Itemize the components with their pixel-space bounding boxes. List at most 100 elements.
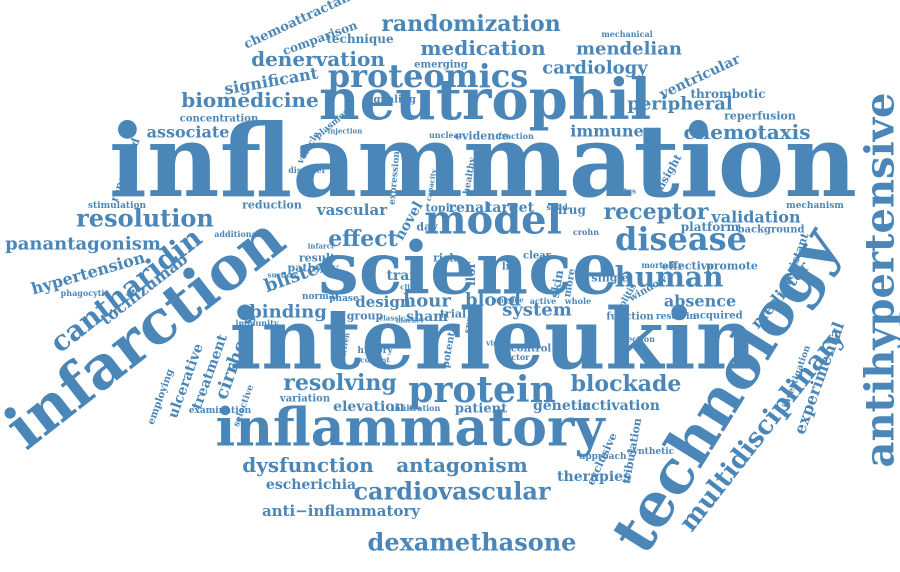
word-neutrophil: neutrophil: [319, 67, 651, 133]
word-antagonism: antagonism: [396, 453, 528, 477]
word-suction: suction: [268, 271, 297, 280]
word-additional: additional: [214, 229, 260, 239]
word-status: status: [612, 187, 636, 196]
word-approach: approach: [579, 452, 626, 462]
word-anti-inflammatory: anti−inflammatory: [262, 502, 421, 520]
word-expression: expression: [388, 150, 403, 205]
word-whole: whole: [564, 296, 591, 306]
word-inflammation: inflammation: [109, 102, 857, 220]
word-day: day: [416, 221, 438, 234]
word-antihypertensive: antihypertensive: [857, 93, 900, 468]
word-marker: marker: [396, 316, 425, 325]
word-immunity: immunity: [236, 318, 279, 328]
word-risk: risk: [433, 252, 457, 265]
word-blood: blood: [465, 290, 521, 311]
word-background: background: [738, 225, 805, 236]
word-clinic: clinic: [400, 283, 422, 292]
word-resolvin: resolvin: [656, 312, 697, 322]
word-peripheral: peripheral: [627, 94, 733, 115]
word-absence: absence: [664, 292, 736, 311]
word-binding: binding: [249, 302, 327, 323]
word-escherichia: escherichia: [266, 477, 356, 493]
word-model: model: [424, 197, 562, 244]
word-acquired: acquired: [693, 311, 742, 322]
word-infarct: infarct: [308, 242, 335, 251]
word-infiltration: infiltration: [392, 403, 441, 413]
word-concentration: concentration: [180, 114, 259, 125]
word-life: life: [502, 262, 520, 273]
word-receptor: receptor: [604, 199, 709, 225]
word-elevation: elevation: [333, 399, 405, 415]
word-sham: sham: [406, 309, 448, 325]
word-stimulation: stimulation: [88, 201, 147, 211]
word-factor: factor: [503, 352, 531, 362]
word-renal: renal: [449, 200, 490, 216]
word-variation: variation: [279, 394, 331, 405]
word-solid: solid: [546, 202, 568, 212]
word-control: control: [511, 344, 552, 355]
word-denervation: denervation: [251, 47, 385, 71]
word-group: group: [347, 310, 384, 323]
word-synthetic: synthetic: [628, 447, 675, 457]
word-ejection: ejection: [619, 334, 655, 344]
word-cardiology: cardiology: [542, 58, 648, 79]
word-history: history: [357, 346, 393, 356]
word-mortality: mortality: [641, 260, 683, 270]
word-dexamethasone: dexamethasone: [368, 528, 577, 557]
word-il6r: il6r: [464, 261, 478, 285]
word-disease: disease: [615, 220, 747, 258]
word-cardiovascular: cardiovascular: [353, 477, 550, 506]
word-fraction: fraction: [498, 131, 534, 141]
word-biomedicine: biomedicine: [181, 88, 318, 112]
word-target: target: [486, 200, 535, 216]
word-current: current: [360, 356, 390, 365]
word-resolution: resolution: [76, 204, 214, 233]
word-design: design: [355, 293, 411, 311]
word-system: system: [502, 300, 572, 321]
word-skin: skin: [548, 269, 567, 300]
word-mendelian: mendelian: [576, 39, 682, 60]
word-vascular: vascular: [316, 201, 388, 219]
word-human: human: [615, 261, 724, 294]
word-promote: promote: [706, 260, 758, 273]
word-phagocytic: phagocytic: [61, 288, 110, 298]
word-emerging: emerging: [414, 60, 468, 71]
word-normal: normal: [302, 292, 339, 302]
word-thrombotic: thrombotic: [690, 87, 765, 101]
word-associate: associate: [147, 123, 230, 142]
word-topic: topic: [426, 202, 457, 215]
word-hour: hour: [403, 291, 451, 312]
word-drug: drug: [554, 203, 586, 217]
word-patient: patient: [455, 402, 507, 417]
word-trial: trial: [440, 308, 466, 321]
word-spray: spray: [463, 305, 478, 334]
word-panantagonism: panantagonism: [5, 234, 161, 255]
word-virus: virus: [485, 339, 506, 348]
word-signaling: signaling: [364, 95, 416, 106]
word-disorder: disorder: [288, 165, 326, 175]
word-dysfunction: dysfunction: [242, 453, 374, 477]
word-mechanism: mechanism: [786, 201, 844, 211]
word-result: result: [299, 252, 336, 265]
word-protein: protein: [408, 369, 556, 411]
word-therapies: therapies: [557, 469, 631, 485]
word-unclear: unclear: [429, 130, 464, 140]
word-reperfusion: reperfusion: [724, 110, 796, 123]
word-mechanical: mechanical: [601, 29, 652, 39]
word-activation: activation: [582, 398, 660, 414]
word-technique: technique: [326, 32, 394, 46]
word-interleukin: interleukin: [229, 290, 756, 389]
word-effect: effect: [328, 226, 398, 252]
word-pathway: pathway: [288, 262, 339, 275]
word-immune: immune: [570, 122, 643, 141]
word-more: more: [562, 268, 578, 298]
word-validation: validation: [710, 208, 801, 227]
word-evidence: evidence: [455, 130, 509, 143]
word-tran: tran: [386, 268, 419, 284]
word-randomization: randomization: [381, 11, 560, 37]
word-examination: examination: [189, 406, 252, 416]
word-medication: medication: [420, 36, 546, 60]
word-genetic: genetic: [533, 398, 591, 414]
